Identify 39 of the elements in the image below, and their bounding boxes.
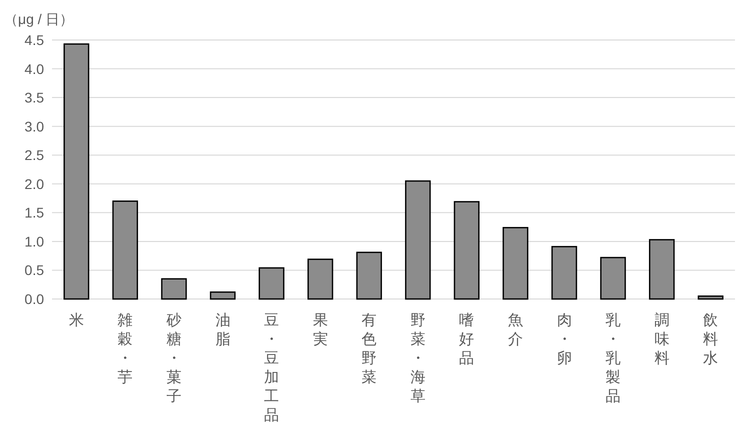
x-tick-label: 果実: [312, 312, 328, 348]
y-tick-label: 2.5: [24, 147, 44, 164]
x-tick-label: 肉・卵: [556, 312, 572, 367]
bar: [600, 256, 626, 300]
y-tick-label: 4.5: [24, 32, 44, 48]
bar: [454, 201, 480, 300]
y-tick-label: 3.5: [24, 90, 44, 106]
bar: [64, 43, 90, 300]
y-axis-title: （μg / 日）: [4, 11, 74, 27]
bar: [648, 239, 675, 300]
y-tick-label: 4.0: [24, 60, 44, 77]
y-tick-label: 0.5: [24, 262, 44, 278]
bar: [405, 180, 431, 300]
y-tick-label: 1.5: [24, 204, 44, 221]
x-tick-label: 豆・豆加工品: [264, 312, 280, 424]
bar: [258, 267, 284, 300]
bar: [698, 295, 724, 300]
x-tick-label: 魚介: [508, 312, 523, 348]
bar: [356, 252, 382, 300]
y-tick-label: 1.0: [24, 233, 44, 250]
x-tick-label: 野菜・海草: [410, 312, 426, 405]
x-tick-label: 有色野菜: [362, 312, 377, 386]
y-tick-label: 0.0: [24, 291, 44, 307]
bar: [161, 278, 187, 300]
bar: [112, 200, 138, 300]
x-tick-label: 砂糖・菓子: [165, 312, 182, 405]
y-tick-label: 2.0: [24, 176, 44, 192]
x-tick-label: 雑穀・芋: [118, 312, 133, 386]
x-tick-label: 調味料: [654, 312, 670, 367]
x-tick-label: 飲料水: [703, 312, 718, 367]
bar: [210, 291, 236, 300]
y-tick-label: 3.0: [24, 118, 44, 134]
x-tick-label: 油脂: [215, 312, 230, 348]
x-tick-label: 米: [68, 312, 84, 329]
x-tick-label: 乳・乳製品: [606, 312, 621, 405]
x-tick-label: 嗜好品: [459, 312, 474, 367]
bar: [551, 246, 578, 300]
bar: [502, 226, 528, 300]
bar: [307, 258, 334, 300]
